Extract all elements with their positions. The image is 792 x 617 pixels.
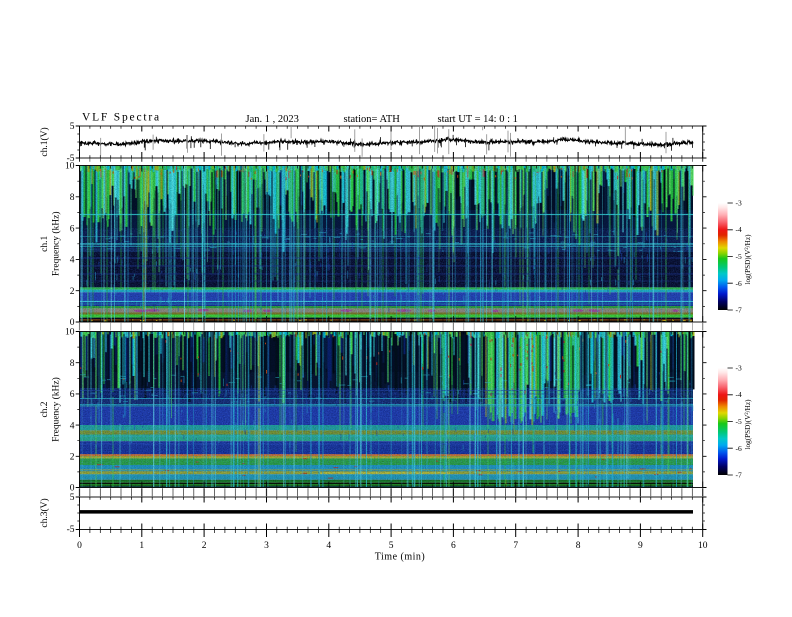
svg-text:6: 6 xyxy=(451,541,456,551)
svg-text:8: 8 xyxy=(70,359,75,369)
svg-text:-3: -3 xyxy=(736,199,742,208)
svg-text:-5: -5 xyxy=(736,417,742,426)
svg-text:4: 4 xyxy=(70,256,75,266)
svg-text:Jan. 1 , 2023: Jan. 1 , 2023 xyxy=(246,114,299,125)
svg-text:-4: -4 xyxy=(736,225,742,234)
svg-text:VLF Spectra: VLF Spectra xyxy=(82,112,161,124)
svg-text:0: 0 xyxy=(77,541,82,551)
svg-text:2: 2 xyxy=(70,453,75,463)
svg-text:Frequency (kHz): Frequency (kHz) xyxy=(51,211,62,276)
svg-text:Time (min): Time (min) xyxy=(375,552,425,563)
svg-text:station= ATH: station= ATH xyxy=(344,114,401,125)
svg-text:5: 5 xyxy=(389,541,394,551)
svg-text:9: 9 xyxy=(638,541,643,551)
svg-text:-7: -7 xyxy=(736,471,742,480)
svg-text:ch.3(V): ch.3(V) xyxy=(39,498,50,527)
svg-text:1: 1 xyxy=(139,541,144,551)
svg-text:5: 5 xyxy=(70,493,75,503)
svg-text:ch.1(V): ch.1(V) xyxy=(39,127,50,156)
svg-text:5: 5 xyxy=(70,122,75,132)
svg-text:ch.1: ch.1 xyxy=(40,236,50,252)
svg-text:0: 0 xyxy=(70,318,75,328)
svg-text:-6: -6 xyxy=(736,279,742,288)
svg-text:4: 4 xyxy=(70,421,75,431)
svg-text:7: 7 xyxy=(513,541,518,551)
svg-text:10: 10 xyxy=(65,328,75,338)
svg-text:-6: -6 xyxy=(736,444,742,453)
svg-text:-5: -5 xyxy=(67,525,75,535)
svg-text:-3: -3 xyxy=(736,364,742,373)
svg-text:3: 3 xyxy=(264,541,269,551)
svg-text:2: 2 xyxy=(70,287,75,297)
svg-text:2: 2 xyxy=(202,541,207,551)
svg-text:Frequency (kHz): Frequency (kHz) xyxy=(51,377,62,442)
svg-text:6: 6 xyxy=(70,390,75,400)
svg-text:-5: -5 xyxy=(67,154,75,164)
svg-text:10: 10 xyxy=(65,162,75,172)
svg-text:log(PSD)(V2/Hz): log(PSD)(V2/Hz) xyxy=(744,234,752,285)
svg-text:ch.2: ch.2 xyxy=(40,401,50,417)
svg-text:-4: -4 xyxy=(736,390,742,399)
svg-text:-5: -5 xyxy=(736,252,742,261)
svg-text:log(PSD)(V2/Hz): log(PSD)(V2/Hz) xyxy=(744,399,752,450)
svg-text:8: 8 xyxy=(70,193,75,203)
svg-text:10: 10 xyxy=(698,541,708,551)
svg-text:start UT = 14: 0 : 1: start UT = 14: 0 : 1 xyxy=(438,114,518,125)
svg-text:-7: -7 xyxy=(736,306,742,315)
svg-text:6: 6 xyxy=(70,224,75,234)
svg-text:8: 8 xyxy=(576,541,581,551)
svg-text:0: 0 xyxy=(70,484,75,494)
svg-text:4: 4 xyxy=(326,541,331,551)
